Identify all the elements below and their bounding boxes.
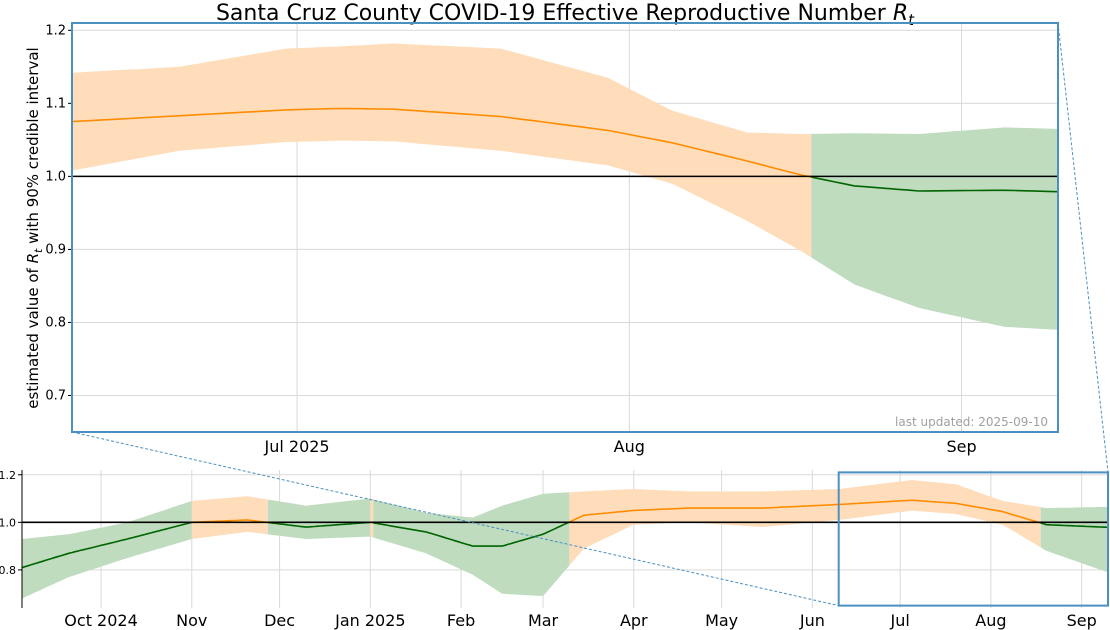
main-x-tick-label: Sep bbox=[946, 437, 976, 456]
main-zoom-frame bbox=[71, 22, 1059, 433]
overview-x-tick-label: Jan 2025 bbox=[334, 611, 405, 630]
main-plot-area bbox=[72, 43, 1058, 330]
zoom-connector-lines bbox=[71, 22, 1109, 607]
main-plot-panel: 0.7 0.8 0.9 1.0 1.1 1.2 Jul 2025 Aug Sep bbox=[45, 22, 1059, 456]
main-y-tick-label: 1.1 bbox=[45, 96, 66, 111]
overview-interval-band-below bbox=[373, 492, 570, 597]
y-axis-label-subscript: t bbox=[32, 248, 45, 253]
overview-interval-band-below bbox=[267, 498, 371, 539]
y-axis-label-symbol: R bbox=[24, 253, 42, 263]
chart-title-subscript: t bbox=[908, 11, 915, 29]
overview-x-tick-label: May bbox=[705, 611, 738, 630]
overview-x-tick-label: Apr bbox=[620, 611, 648, 630]
main-y-tick-label: 0.9 bbox=[45, 242, 66, 257]
main-interval-band-above bbox=[72, 43, 812, 258]
zoom-connector-right bbox=[1057, 22, 1109, 473]
main-median-line-below bbox=[811, 176, 1058, 193]
overview-x-tick-label: Aug bbox=[975, 611, 1006, 630]
overview-y-tick-label: 1.2 bbox=[0, 469, 16, 482]
chart-title-text: Santa Cruz County COVID-19 Effective Rep… bbox=[216, 1, 887, 26]
overview-zoom-rectangle bbox=[837, 471, 1110, 607]
zoom-connector-left bbox=[71, 431, 839, 607]
overview-x-tick-label: Oct 2024 bbox=[64, 611, 137, 630]
overview-median-line-below bbox=[1040, 522, 1108, 529]
main-median-line-above bbox=[72, 107, 812, 178]
overview-plot-area bbox=[22, 480, 1108, 599]
last-updated-note: last updated: 2025-09-10 bbox=[895, 415, 1048, 429]
overview-x-tick-label: Jun bbox=[799, 611, 825, 630]
y-axis-label-suffix: with 90% credible interval bbox=[24, 47, 42, 248]
overview-x-tick-label: Mar bbox=[528, 611, 559, 630]
overview-interval-band-above bbox=[191, 496, 268, 539]
overview-y-tick-label: 1.0 bbox=[0, 516, 16, 529]
chart-title-symbol: R bbox=[893, 1, 908, 26]
y-axis-label: estimated value of Rt with 90% credible … bbox=[24, 47, 45, 408]
overview-interval-band-below bbox=[1040, 506, 1108, 573]
chart-title: Santa Cruz County COVID-19 Effective Rep… bbox=[216, 1, 915, 29]
overview-y-tick-label: 0.8 bbox=[0, 564, 16, 577]
main-x-tick-label: Jul 2025 bbox=[264, 437, 330, 456]
overview-plot-panel: 0.8 1.0 1.2 Oct 2024 Nov Dec Jan 2025 Feb Mar Apr… bbox=[0, 469, 1110, 630]
overview-interval-band-below bbox=[22, 500, 192, 599]
main-interval-band-below bbox=[811, 127, 1058, 330]
y-axis-label-prefix: estimated value of bbox=[24, 263, 42, 408]
overview-x-tick-label: Feb bbox=[447, 611, 475, 630]
overview-median-line-below bbox=[373, 521, 570, 547]
main-y-tick-label: 0.8 bbox=[45, 315, 66, 330]
overview-x-tick-label: Jul bbox=[890, 611, 910, 630]
main-y-tick-label: 0.7 bbox=[45, 388, 66, 403]
overview-median-line-below bbox=[22, 521, 193, 569]
main-x-tick-label: Aug bbox=[614, 437, 645, 456]
overview-median-line-above bbox=[569, 499, 1041, 524]
overview-x-tick-label: Sep bbox=[1067, 611, 1097, 630]
overview-x-tick-label: Nov bbox=[176, 611, 207, 630]
main-y-tick-label: 1.2 bbox=[45, 23, 66, 38]
main-y-tick-label: 1.0 bbox=[45, 169, 66, 184]
overview-x-tick-label: Dec bbox=[264, 611, 295, 630]
overview-interval-band-above bbox=[370, 498, 374, 538]
overview-median-line-below bbox=[267, 521, 371, 528]
